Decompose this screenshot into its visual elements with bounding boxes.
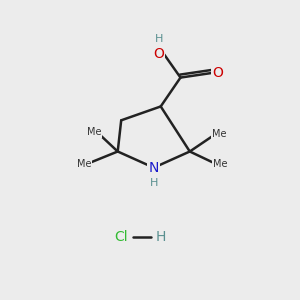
Text: O: O: [153, 47, 164, 61]
Text: Me: Me: [212, 129, 226, 139]
Text: Me: Me: [213, 159, 227, 169]
Text: H: H: [155, 34, 164, 44]
Text: N: N: [148, 161, 159, 175]
Text: H: H: [150, 178, 158, 188]
Text: H: H: [155, 230, 166, 244]
Text: Me: Me: [87, 127, 102, 137]
Text: Cl: Cl: [114, 230, 128, 244]
Text: Me: Me: [77, 159, 91, 169]
Text: O: O: [212, 66, 223, 80]
